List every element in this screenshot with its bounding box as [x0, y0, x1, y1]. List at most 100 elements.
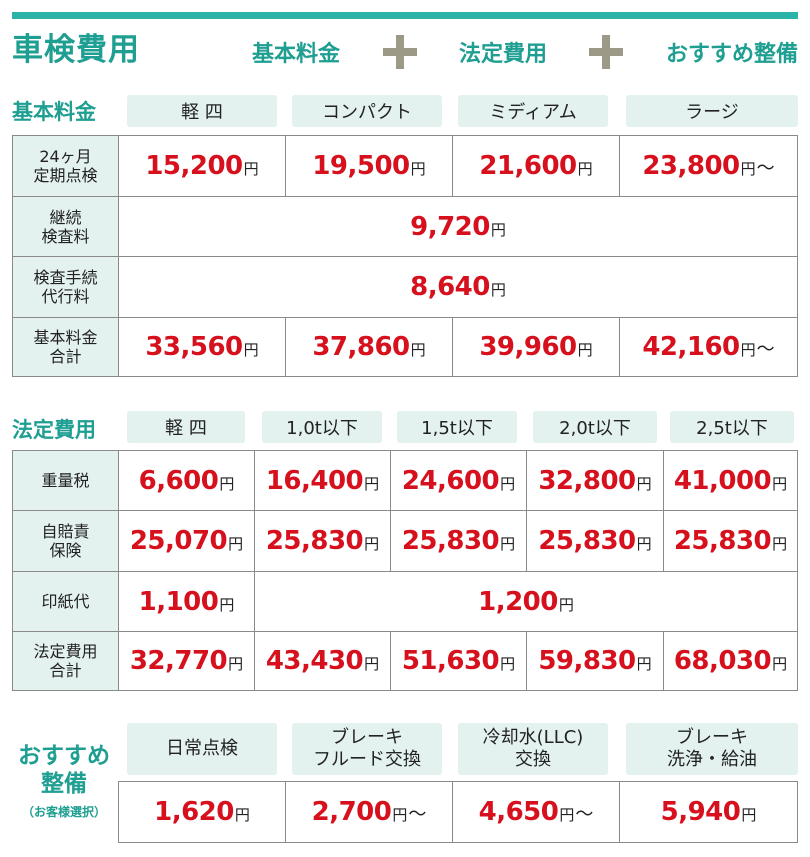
yen-unit: 円 — [364, 474, 380, 493]
price-value: 9,720 — [410, 211, 490, 242]
legal-cell: 25,830 円 — [664, 511, 798, 572]
item-name-line: 洗浄・給油 — [667, 749, 757, 770]
legal-cell: 59,830 円 — [527, 632, 664, 691]
yen-unit: 円 — [243, 160, 259, 178]
price-value: 6,600 — [138, 465, 219, 496]
price-value: 16,400 — [265, 465, 364, 496]
price-value: 4,650 — [478, 797, 559, 827]
price-value: 68,030 — [673, 646, 772, 676]
price-value: 25,830 — [401, 526, 500, 556]
row-head-line: 重量税 — [41, 471, 90, 490]
legal-cell: 16,400 円 — [255, 451, 391, 511]
basic-col-large: ラージ — [626, 95, 798, 127]
price-value: 21,600 — [479, 151, 577, 181]
legal-cell: 6,600 円 — [119, 451, 255, 511]
yen-unit: 円 — [500, 655, 516, 673]
recommended-item-brake-fluid: ブレーキ フルード交換 — [292, 723, 442, 775]
legal-cell: 25,830 円 — [527, 511, 664, 572]
basic-row-head-total: 基本料金 合計 — [13, 318, 119, 377]
yen-unit: 円 — [740, 341, 756, 359]
item-name-line: 日常点検 — [166, 738, 238, 759]
yen-unit: 円 — [228, 655, 244, 673]
price-value: 23,800 — [642, 151, 740, 181]
yen-unit: 円 — [636, 535, 652, 553]
yen-unit: 円 — [234, 806, 250, 824]
legal-cell: 43,430 円 — [255, 632, 391, 691]
row-head-line: 合計 — [49, 347, 82, 366]
from-suffix: ～ — [408, 804, 427, 825]
basic-fee-table: 24ヶ月 定期点検 15,200 円 19,500 円 21,600 円 23,800… — [12, 135, 798, 377]
price-value: 43,430 — [265, 646, 364, 676]
yen-unit: 円 — [243, 341, 259, 359]
top-accent-bar — [12, 12, 798, 19]
legal-cell: 24,600 円 — [391, 451, 527, 511]
yen-unit: 円 — [490, 220, 506, 239]
item-name-line: フルード交換 — [313, 749, 421, 770]
row-head-line: 検査料 — [41, 226, 90, 246]
from-suffix: ～ — [575, 804, 594, 825]
yen-unit: 円 — [219, 595, 235, 614]
basic-cell: 21,600 円 — [453, 136, 620, 197]
recommended-label-line: 整備 — [41, 771, 87, 797]
yen-unit: 円 — [219, 474, 235, 493]
basic-cell: 19,500 円 — [286, 136, 453, 197]
recommended-item-coolant: 冷却水(LLC) 交換 — [458, 723, 608, 775]
legal-cell: 41,000 円 — [664, 451, 798, 511]
yen-unit: 円 — [500, 535, 516, 553]
price-value: 42,160 — [642, 332, 740, 362]
basic-merged-cell: 8,640 円 — [119, 257, 798, 318]
row-head-line: 法定費用 — [33, 642, 98, 661]
yen-unit: 円 — [741, 806, 757, 824]
legal-cell: 51,630 円 — [391, 632, 527, 691]
price-value: 25,830 — [673, 526, 772, 556]
yen-unit: 円 — [772, 535, 788, 553]
yen-unit: 円 — [577, 160, 593, 178]
formula-term-legal: 法定費用 — [458, 42, 547, 67]
basic-row-head-agency-fee: 検査手続 代行料 — [13, 257, 119, 318]
row-head-line: 自賠責 — [41, 522, 90, 541]
page-title: 車検費用 — [12, 32, 140, 68]
price-value: 5,940 — [660, 797, 741, 827]
yen-unit: 円 — [558, 595, 574, 614]
legal-col-kei: 軽 四 — [127, 411, 245, 443]
legal-cell: 25,830 円 — [391, 511, 527, 572]
legal-cell: 25,830 円 — [255, 511, 391, 572]
yen-unit: 円 — [577, 341, 593, 359]
basic-col-compact: コンパクト — [292, 95, 442, 127]
yen-unit: 円 — [410, 160, 426, 178]
plus-icon — [382, 35, 417, 69]
recommended-cell: 5,940 円 — [620, 782, 798, 843]
item-name-line: ブレーキ — [331, 727, 403, 748]
legal-col-2-5t: 2,5t以下 — [670, 411, 794, 443]
row-head-line: 合計 — [49, 661, 82, 680]
price-value: 19,500 — [312, 151, 410, 181]
yen-unit: 円 — [772, 474, 788, 493]
row-head-line: 保険 — [49, 541, 82, 560]
yen-unit: 円 — [772, 655, 788, 673]
price-value: 37,860 — [312, 332, 410, 362]
legal-cell: 32,770 円 — [119, 632, 255, 691]
legal-section-label: 法定費用 — [12, 418, 96, 442]
legal-fee-table: 重量税 6,600 円 16,400 円 24,600 円 32,800 円 41,00… — [12, 450, 798, 691]
legal-col-2t: 2,0t以下 — [533, 411, 657, 443]
yen-unit: 円 — [490, 281, 506, 299]
recommended-cell: 4,650 円～ — [453, 782, 620, 843]
yen-unit: 円 — [636, 474, 652, 493]
customer-choice-note: （お客様選択） — [21, 805, 106, 819]
item-name-line: 冷却水(LLC) — [482, 727, 584, 748]
yen-unit: 円 — [364, 655, 380, 673]
price-value: 2,700 — [311, 797, 392, 827]
basic-cell: 37,860 円 — [286, 318, 453, 377]
legal-cell: 1,100 円 — [119, 572, 255, 632]
yen-unit: 円 — [559, 806, 575, 824]
item-name-line: 交換 — [515, 749, 551, 770]
row-head-line: 24ヶ月 — [39, 147, 92, 166]
legal-cell: 68,030 円 — [664, 632, 798, 691]
formula-term-basic: 基本料金 — [252, 42, 341, 67]
legal-row-head-weight-tax: 重量税 — [13, 451, 119, 511]
price-value: 59,830 — [538, 646, 636, 676]
yen-unit: 円 — [228, 535, 244, 553]
basic-cell: 42,160 円～ — [620, 318, 798, 377]
price-value: 24,600 — [401, 465, 500, 496]
price-value: 1,100 — [138, 586, 219, 617]
